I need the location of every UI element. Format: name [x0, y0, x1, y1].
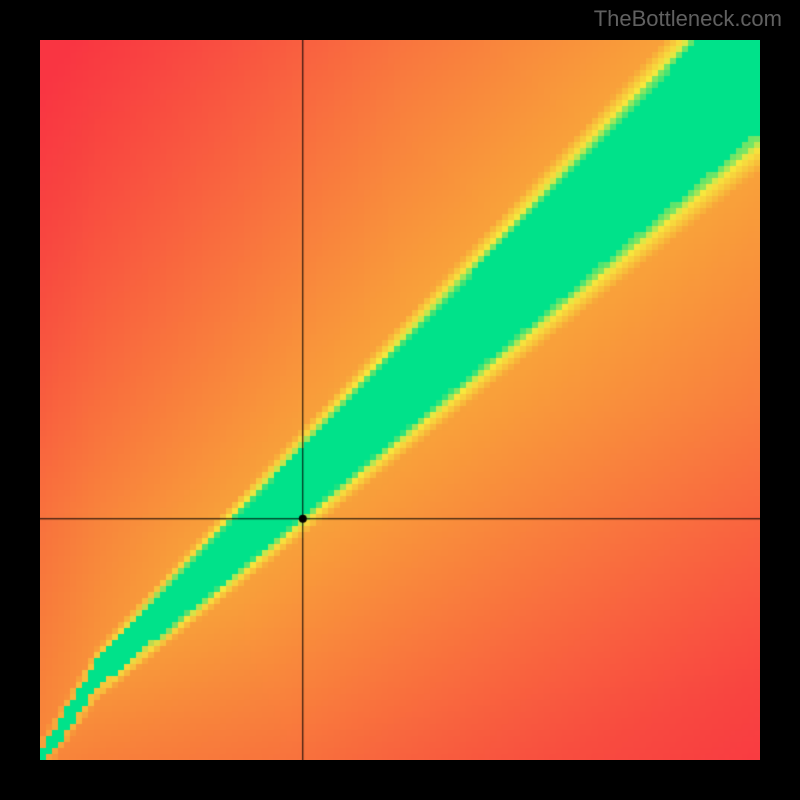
watermark-text: TheBottleneck.com: [594, 6, 782, 32]
heatmap-canvas: [40, 40, 760, 760]
heatmap-plot: [40, 40, 760, 760]
chart-container: TheBottleneck.com: [0, 0, 800, 800]
